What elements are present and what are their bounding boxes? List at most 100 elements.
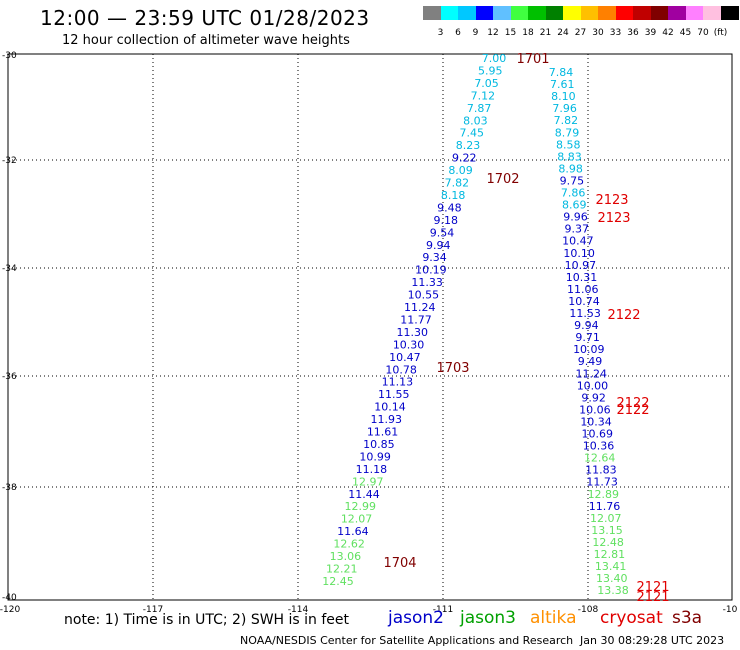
swh-value-west: 12.62 bbox=[333, 538, 365, 551]
latitude-tick-label: -40 bbox=[2, 593, 17, 603]
swh-value-east: 13.41 bbox=[595, 560, 627, 573]
pass-id-label: 2122 bbox=[616, 396, 649, 411]
swh-value-west: 10.14 bbox=[374, 401, 406, 414]
pass-id-label: 2123 bbox=[597, 211, 630, 226]
swh-value-west: 9.94 bbox=[426, 239, 451, 252]
color-scale-label: 33 bbox=[609, 28, 622, 38]
color-swatch bbox=[720, 6, 739, 20]
swh-value-east: 10.34 bbox=[580, 415, 612, 428]
swh-value-west: 13.06 bbox=[330, 550, 362, 563]
latitude-tick-label: -36 bbox=[2, 372, 17, 382]
color-swatch bbox=[458, 6, 476, 20]
swh-value-east: 12.48 bbox=[592, 536, 624, 549]
color-swatch bbox=[493, 6, 511, 20]
color-scale-label: (ft) bbox=[713, 28, 728, 38]
swh-value-east: 7.82 bbox=[554, 114, 579, 127]
color-scale-label: 36 bbox=[627, 28, 639, 38]
swh-value-west: 10.30 bbox=[393, 338, 425, 351]
color-swatch bbox=[563, 6, 581, 20]
note-text: note: 1) Time is in UTC; 2) SWH is in fe… bbox=[64, 612, 350, 628]
swh-value-west: 8.23 bbox=[456, 139, 481, 152]
swh-value-west: 12.21 bbox=[326, 562, 358, 575]
color-scale-label: 12 bbox=[487, 28, 499, 38]
color-swatch bbox=[633, 6, 651, 20]
swh-value-east: 7.96 bbox=[552, 102, 577, 115]
color-swatch bbox=[440, 6, 459, 20]
legend-jason3: jason3 bbox=[460, 608, 516, 628]
swh-value-east: 8.83 bbox=[557, 150, 582, 163]
swh-value-east: 8.98 bbox=[558, 162, 583, 175]
swh-value-west: 11.24 bbox=[404, 301, 436, 314]
longitude-tick-label: -117 bbox=[143, 605, 163, 615]
longitude-tick-label: -10 bbox=[723, 605, 738, 615]
swh-value-east: 11.76 bbox=[589, 500, 621, 513]
swh-value-west: 8.18 bbox=[441, 189, 466, 202]
swh-value-east: 8.58 bbox=[556, 138, 581, 151]
swh-value-west: 10.47 bbox=[389, 351, 421, 364]
pass-id-label: 2121 bbox=[636, 590, 669, 605]
swh-value-west: 7.05 bbox=[474, 77, 499, 90]
legend-altika: altika bbox=[530, 608, 577, 628]
swh-value-east: 13.38 bbox=[597, 584, 629, 597]
swh-value-east: 13.40 bbox=[596, 572, 628, 585]
swh-value-west: 11.93 bbox=[371, 413, 403, 426]
swh-value-east: 10.69 bbox=[582, 428, 614, 441]
swh-value-west: 9.22 bbox=[452, 152, 477, 165]
swh-value-west: 10.78 bbox=[385, 363, 417, 376]
swh-value-west: 7.82 bbox=[445, 177, 470, 190]
color-swatch bbox=[528, 6, 546, 20]
latitude-tick-label: -32 bbox=[2, 156, 17, 166]
legend-jason2: jason2 bbox=[388, 608, 444, 628]
swh-value-west: 11.61 bbox=[367, 426, 399, 439]
footer-timestamp: Jan 30 08:29:28 UTC 2023 bbox=[580, 634, 725, 647]
color-scale-label: 30 bbox=[592, 28, 604, 38]
swh-value-west: 9.48 bbox=[437, 201, 462, 214]
swh-value-east: 11.53 bbox=[569, 307, 601, 320]
swh-value-west: 10.55 bbox=[408, 289, 440, 302]
swh-value-west: 11.18 bbox=[356, 463, 388, 476]
swh-value-east: 9.71 bbox=[575, 331, 600, 344]
swh-value-east: 10.47 bbox=[562, 235, 594, 248]
swh-value-east: 9.92 bbox=[581, 391, 606, 404]
swh-value-east: 11.06 bbox=[567, 283, 599, 296]
color-swatch bbox=[668, 6, 686, 20]
swh-value-west: 9.18 bbox=[433, 214, 458, 227]
color-scale-label: 15 bbox=[504, 28, 517, 38]
pass-id-label: 2123 bbox=[595, 193, 628, 208]
color-swatch bbox=[423, 6, 441, 20]
pass-id-label: 2122 bbox=[607, 308, 640, 323]
swh-value-east: 7.61 bbox=[550, 78, 575, 91]
pass-id-label: 1704 bbox=[383, 556, 416, 571]
latitude-tick-label: -34 bbox=[2, 264, 17, 274]
color-scale-label: 39 bbox=[644, 28, 657, 38]
page-title: 12:00 — 23:59 UTC 01/28/2023 bbox=[40, 6, 370, 30]
swh-value-west: 12.99 bbox=[345, 500, 377, 513]
swh-value-west: 11.64 bbox=[337, 525, 369, 538]
color-scale-label: 3 bbox=[437, 28, 444, 38]
swh-value-east: 9.94 bbox=[574, 319, 599, 332]
swh-value-east: 12.89 bbox=[588, 488, 620, 501]
color-scale-label: 6 bbox=[455, 28, 461, 38]
color-swatch bbox=[545, 6, 564, 20]
swh-value-west: 12.07 bbox=[341, 513, 373, 526]
swh-value-west: 11.44 bbox=[348, 488, 380, 501]
swh-value-east: 10.06 bbox=[579, 403, 611, 416]
color-scale-label: 27 bbox=[574, 28, 587, 38]
color-scale-label: 21 bbox=[539, 28, 552, 38]
swh-value-east: 12.07 bbox=[590, 512, 622, 525]
legend-s3a: s3a bbox=[672, 608, 703, 628]
page-subtitle: 12 hour collection of altimeter wave hei… bbox=[62, 33, 350, 48]
swh-value-west: 11.30 bbox=[397, 326, 429, 339]
color-scale-label: 45 bbox=[679, 28, 692, 38]
latitude-tick-label: -38 bbox=[2, 483, 17, 493]
color-scale-label: 9 bbox=[472, 28, 479, 38]
color-swatch bbox=[598, 6, 616, 20]
swh-value-east: 7.84 bbox=[549, 66, 574, 79]
swh-value-east: 11.24 bbox=[575, 367, 607, 380]
swh-value-east: 9.75 bbox=[560, 174, 585, 187]
swh-value-west: 8.09 bbox=[448, 164, 473, 177]
swh-value-west: 7.45 bbox=[459, 127, 484, 140]
latitude-tick-label: -30 bbox=[2, 51, 17, 61]
